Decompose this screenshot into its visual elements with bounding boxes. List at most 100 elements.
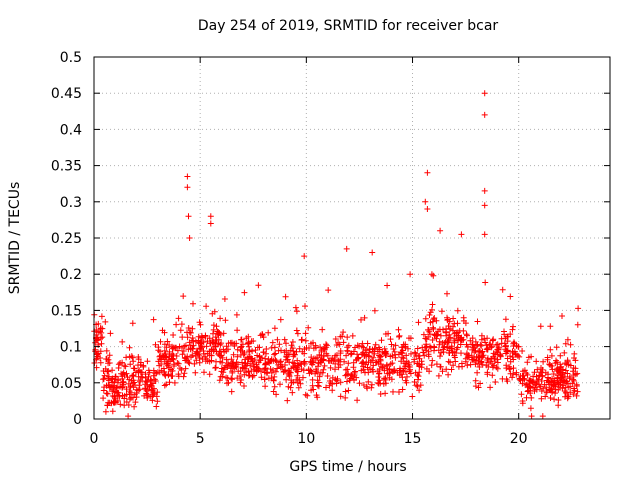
data-point bbox=[550, 371, 557, 377]
data-point bbox=[391, 366, 398, 373]
data-point bbox=[403, 352, 410, 359]
data-point bbox=[420, 331, 427, 338]
data-point bbox=[265, 329, 272, 336]
data-point bbox=[323, 344, 330, 351]
data-point bbox=[510, 356, 517, 363]
data-point bbox=[369, 366, 376, 373]
data-point bbox=[562, 393, 568, 400]
y-tick-label: 0.25 bbox=[51, 231, 82, 247]
data-point bbox=[388, 376, 395, 383]
x-tick-label: 5 bbox=[196, 431, 205, 447]
data-point bbox=[186, 235, 193, 241]
data-point bbox=[562, 377, 569, 384]
data-point bbox=[539, 413, 546, 420]
data-point bbox=[382, 349, 389, 355]
data-point bbox=[454, 329, 461, 336]
data-point bbox=[97, 328, 103, 335]
data-point bbox=[395, 351, 402, 358]
data-point bbox=[272, 357, 279, 364]
data-point bbox=[317, 369, 324, 376]
data-point bbox=[437, 332, 444, 339]
data-point bbox=[553, 357, 559, 364]
data-point bbox=[274, 365, 281, 372]
data-point bbox=[475, 384, 482, 391]
data-point bbox=[454, 307, 461, 314]
data-point bbox=[246, 353, 253, 360]
data-point bbox=[106, 399, 113, 406]
data-point bbox=[308, 340, 314, 347]
data-point bbox=[555, 402, 562, 409]
data-point bbox=[137, 378, 143, 385]
data-point bbox=[294, 357, 301, 364]
data-point bbox=[433, 335, 440, 342]
y-tick-label: 0.1 bbox=[60, 340, 82, 356]
data-point bbox=[507, 293, 514, 300]
data-point bbox=[340, 329, 347, 336]
data-point bbox=[345, 387, 352, 394]
data-point bbox=[249, 348, 256, 355]
data-point bbox=[217, 315, 224, 322]
data-point bbox=[237, 379, 244, 386]
data-point bbox=[123, 399, 130, 405]
data-point bbox=[152, 341, 159, 348]
data-point bbox=[149, 397, 156, 404]
data-point bbox=[185, 213, 192, 220]
data-point bbox=[477, 380, 484, 387]
data-point bbox=[375, 379, 381, 386]
data-point bbox=[161, 354, 168, 361]
data-point bbox=[567, 341, 574, 348]
data-point bbox=[100, 375, 107, 382]
data-point bbox=[542, 393, 549, 400]
data-point bbox=[376, 352, 383, 359]
data-point bbox=[438, 308, 445, 315]
data-point bbox=[210, 338, 217, 345]
data-point bbox=[238, 336, 244, 343]
data-point bbox=[469, 356, 476, 363]
data-point bbox=[131, 403, 138, 410]
data-point bbox=[193, 348, 200, 355]
y-axis-label: SRMTID / TECUs bbox=[7, 182, 23, 295]
data-point bbox=[414, 345, 421, 352]
data-point bbox=[444, 314, 450, 321]
data-point bbox=[487, 358, 494, 365]
data-point bbox=[326, 378, 333, 384]
data-point bbox=[354, 342, 361, 349]
data-point bbox=[146, 369, 153, 376]
data-point bbox=[562, 340, 569, 347]
data-point bbox=[473, 357, 480, 364]
data-point bbox=[460, 317, 467, 324]
data-point bbox=[387, 361, 394, 368]
data-point bbox=[104, 368, 111, 375]
data-point bbox=[488, 355, 495, 362]
data-points bbox=[91, 90, 582, 420]
data-point bbox=[194, 349, 201, 356]
data-point bbox=[288, 365, 295, 372]
data-point bbox=[519, 400, 526, 407]
data-point bbox=[145, 373, 152, 380]
data-point bbox=[162, 350, 169, 357]
x-tick-label: 20 bbox=[510, 431, 528, 447]
data-point bbox=[272, 350, 279, 357]
data-point bbox=[115, 376, 122, 383]
data-point bbox=[97, 359, 104, 366]
data-point bbox=[294, 330, 301, 337]
data-point bbox=[365, 369, 372, 376]
data-point bbox=[494, 359, 501, 366]
data-point bbox=[239, 359, 245, 366]
data-point bbox=[163, 344, 170, 351]
data-point bbox=[260, 349, 267, 356]
data-point bbox=[515, 343, 522, 350]
data-point bbox=[300, 359, 307, 366]
data-point bbox=[286, 369, 293, 376]
data-point bbox=[161, 347, 168, 354]
data-point bbox=[271, 383, 278, 390]
data-point bbox=[546, 386, 553, 393]
data-point bbox=[474, 369, 481, 376]
data-point bbox=[416, 387, 423, 394]
data-point bbox=[345, 342, 352, 349]
data-point bbox=[161, 382, 168, 389]
data-point bbox=[552, 386, 559, 393]
x-tick-labels: 0 5 10 15 20 bbox=[90, 431, 528, 447]
data-point bbox=[387, 336, 394, 343]
data-point bbox=[121, 362, 128, 369]
